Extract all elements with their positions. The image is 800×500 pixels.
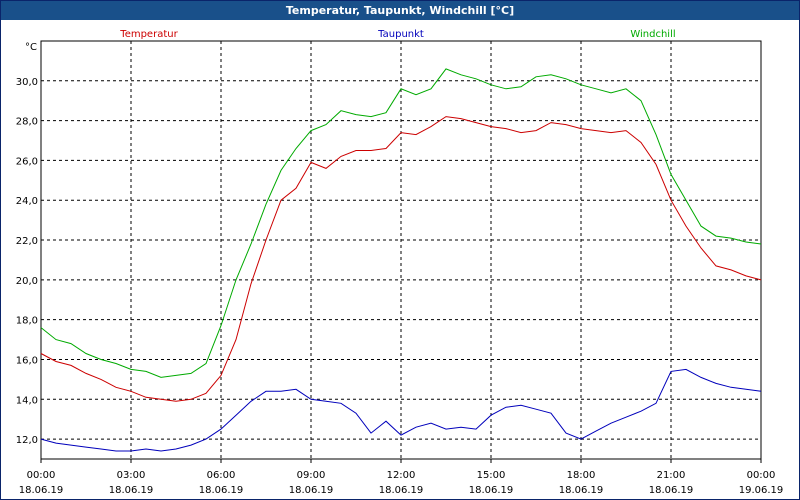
y-axis-ticks: 12,0 14,0 16,0 18,0 20,0 22,0 24,0 26,0 28,0 30,0 xyxy=(16,77,38,446)
legend-temperatur: Temperatur xyxy=(119,29,178,40)
x-tick-time: 09:00 xyxy=(297,470,326,481)
x-tick-time: 21:00 xyxy=(657,470,686,481)
series-lines xyxy=(40,68,762,452)
y-tick-label: 20,0 xyxy=(16,276,38,287)
x-tick-time: 12:00 xyxy=(387,470,416,481)
x-tick-date: 18.06.19 xyxy=(199,485,244,496)
y-tick-label: 26,0 xyxy=(16,156,38,167)
x-tick-date: 18.06.19 xyxy=(469,485,514,496)
x-tick-time: 06:00 xyxy=(207,470,236,481)
x-tick-date: 18.06.19 xyxy=(559,485,604,496)
y-tick-label: 18,0 xyxy=(16,316,38,327)
x-tick-time: 00:00 xyxy=(27,470,56,481)
window-title: Temperatur, Taupunkt, Windchill [°C] xyxy=(1,1,799,20)
series-line-windchill xyxy=(40,68,762,378)
x-tick-date: 18.06.19 xyxy=(379,485,424,496)
line-chart: 12,0 14,0 16,0 18,0 20,0 22,0 24,0 26,0 28,0 30,0… xyxy=(16,29,784,496)
legend: Temperatur Taupunkt Windchill xyxy=(119,29,675,40)
x-tick-time: 03:00 xyxy=(117,470,146,481)
y-tick-label: 28,0 xyxy=(16,117,38,128)
x-tick-date: 18.06.19 xyxy=(289,485,334,496)
y-axis-unit: °C xyxy=(25,42,37,53)
x-tick-time: 18:00 xyxy=(567,470,596,481)
y-tick-label: 22,0 xyxy=(16,236,38,247)
legend-windchill: Windchill xyxy=(630,29,675,40)
y-tick-label: 12,0 xyxy=(16,435,38,446)
legend-taupunkt: Taupunkt xyxy=(377,29,424,40)
y-tick-label: 30,0 xyxy=(16,77,38,88)
y-tick-label: 24,0 xyxy=(16,196,38,207)
x-tick-date: 18.06.19 xyxy=(109,485,154,496)
y-tick-label: 16,0 xyxy=(16,355,38,366)
x-tick-date: 18.06.19 xyxy=(19,485,64,496)
x-tick-date: 19.06.19 xyxy=(739,485,784,496)
x-axis-ticks: 00:00 18.06.19 03:00 18.06.19 06:00 18.06.19 0… xyxy=(19,459,784,496)
series-line-temperatur xyxy=(40,116,762,402)
y-tick-label: 14,0 xyxy=(16,395,38,406)
x-tick-time: 00:00 xyxy=(747,470,776,481)
x-tick-date: 18.06.19 xyxy=(649,485,694,496)
x-tick-time: 15:00 xyxy=(477,470,506,481)
series-line-taupunkt xyxy=(40,368,762,452)
